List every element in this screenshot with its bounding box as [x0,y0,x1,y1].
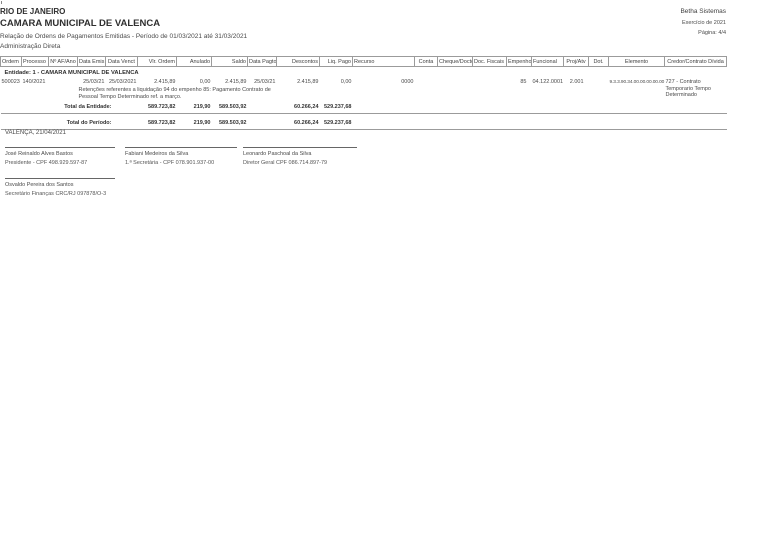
cell-liq-pago: 0,00 [340,79,352,85]
stray-mark [1,1,2,4]
col-header-data-venct: Data Venct [105,56,138,67]
signature-name: Osvaldo Pereira dos Santos [5,182,74,188]
signature-title: Secretário Finanças CRC/RJ 097878/O-3 [5,191,107,197]
credor-text: 727 - Contrato Temporario Tempo Determin… [665,79,711,98]
table-row: 500023 140/2021 25/03/21 25/03/2021 2.41… [1,79,727,98]
signature-name: Leonardo Paschoal da Silva [243,151,312,157]
cell-credor: 727 - Contrato Temporario Tempo Determin… [665,79,727,101]
period-total-vlr-ordem: 589.723,82 [137,113,177,130]
page-number: Página: 4/4 [698,30,726,36]
exercise-label: Exercício de 2021 [681,20,726,26]
col-header-descontos: Descontos [276,56,320,67]
cell-data-pagto: 25/03/21 [254,79,276,85]
col-header-cheque-docto: Cheque/Docto [437,56,473,67]
cell-anulado: 0,00 [199,79,211,85]
entity-subheader-row: Entidade: 1 - CAMARA MUNICIPAL DE VALENC… [1,67,727,80]
cell-proj-atv: 2.001 [569,79,584,85]
cell-cheque-docto [438,79,473,87]
entity-total-row: Total da Entidade: 589.723,82 219,90 589… [0,101,727,114]
period-total-descontos: 60.266,24 [276,113,320,130]
entity-total-saldo: 589.503,92 [211,101,248,114]
cell-ordem: 500023 [1,79,20,85]
cell-empenho: 85 [520,79,527,85]
col-header-liq-pago: Liq. Pago [319,56,353,67]
col-header-credor: Credor/Contrato Dívida [664,56,727,67]
order-description-cell: Retenções referentes a liquidação 94 do … [78,87,665,101]
report-header: RIO DE JANEIRO CAMARA MUNICIPAL DE VALEN… [0,6,247,51]
col-header-saldo: Saldo [211,56,248,67]
order-description: Retenções referentes a liquidação 94 do … [78,87,271,100]
cell-elemento: 9.3.3.90.34.00.00.00.00.00 [609,80,665,85]
cell-conta [415,79,438,87]
entity-title: CAMARA MUNICIPAL DE VALENCA [0,18,161,29]
signature-block-diretor-geral: Leonardo Paschoal da Silva Diretor Geral… [243,147,357,167]
period-total-anulado: 219,90 [176,113,212,130]
vendor-name: Betha Sistemas [680,8,726,15]
cell-af-ano [49,79,78,87]
cell-processo: 140/2021 [22,79,46,85]
entity-total-vlr-ordem: 589.723,82 [137,101,177,114]
administration-type: Administração Direta [0,43,61,50]
order-description-row: Retenções referentes a liquidação 94 do … [1,87,727,101]
signature-name: Fabiani Medeiros da Silva [125,151,189,157]
signature-title: Presidente - CPF 498.929.597-87 [5,160,88,166]
period-total-saldo: 589.503,92 [211,113,248,130]
entity-total-descontos: 60.266,24 [276,101,320,114]
entity-total-liq-pago: 529.237,68 [319,101,353,114]
cell-saldo: 2.415,89 [225,79,247,85]
col-header-dot: Dot. [588,56,609,67]
period-total-row: Total do Período: 589.723,82 219,90 589.… [0,113,727,130]
col-header-ordem: Ordem [0,56,22,67]
cell-data-emis: 25/03/21 [83,79,105,85]
cell-funcional: 04.122.0001 [532,79,564,85]
signature-block-presidente: José Reinaldo Alves Bastos Presidente - … [5,147,115,167]
col-header-vlr-ordem: Vlr. Ordem [137,56,177,67]
table-header-row: Ordem Processo Nº AF/Ano Data Emis Data … [0,56,727,67]
col-header-doc-fiscais: Doc. Fiscais [472,56,507,67]
entity-total-label: Total da Entidade: [0,101,138,114]
signature-block-secretario-financas: Osvaldo Pereira dos Santos Secretário Fi… [5,178,115,198]
col-header-anulado: Anulado [176,56,212,67]
state-title: RIO DE JANEIRO [0,7,66,16]
cell-dot [589,79,609,87]
col-header-recurso: Recurso [352,56,415,67]
report-title: Relação de Ordens de Pagamentos Emitidas… [0,33,248,40]
period-total-label: Total do Período: [0,113,138,130]
col-header-af-ano: Nº AF/Ano [48,56,78,67]
signature-block-secretaria: Fabiani Medeiros da Silva 1.ª Secretária… [125,147,237,167]
cell-data-venct: 25/03/2021 [108,79,137,85]
cell-doc-fiscais [473,79,507,87]
place-and-date: VALENÇA, 21/04/2021 [5,130,66,136]
cell-vlr-ordem: 2.415,89 [154,79,176,85]
col-header-data-emis: Data Emis [77,56,106,67]
cell-recurso: 0000 [401,79,414,85]
report-header-right: Betha Sistemas Exercício de 2021 Página:… [680,8,726,37]
signature-name: José Reinaldo Alves Bastos [5,151,73,157]
cell-descontos: 2.415,89 [297,79,319,85]
col-header-proj-atv: Proj/Atv [563,56,589,67]
entity-subheader: Entidade: 1 - CAMARA MUNICIPAL DE VALENC… [4,70,139,76]
signature-title: 1.ª Secretária - CPF 078.901.937-00 [125,160,215,166]
col-header-funcional: Funcional [531,56,564,67]
col-header-data-pagto: Data Pagto [247,56,277,67]
col-header-empenho: Empenho [506,56,532,67]
payment-orders-table: Ordem Processo Nº AF/Ano Data Emis Data … [0,56,727,130]
col-header-processo: Processo [21,56,49,67]
col-header-conta: Conta [414,56,438,67]
signature-title: Diretor Geral CPF 086.714.897-79 [243,160,328,166]
entity-total-anulado: 219,90 [176,101,212,114]
period-total-liq-pago: 529.237,68 [319,113,353,130]
col-header-elemento: Elemento [608,56,665,67]
